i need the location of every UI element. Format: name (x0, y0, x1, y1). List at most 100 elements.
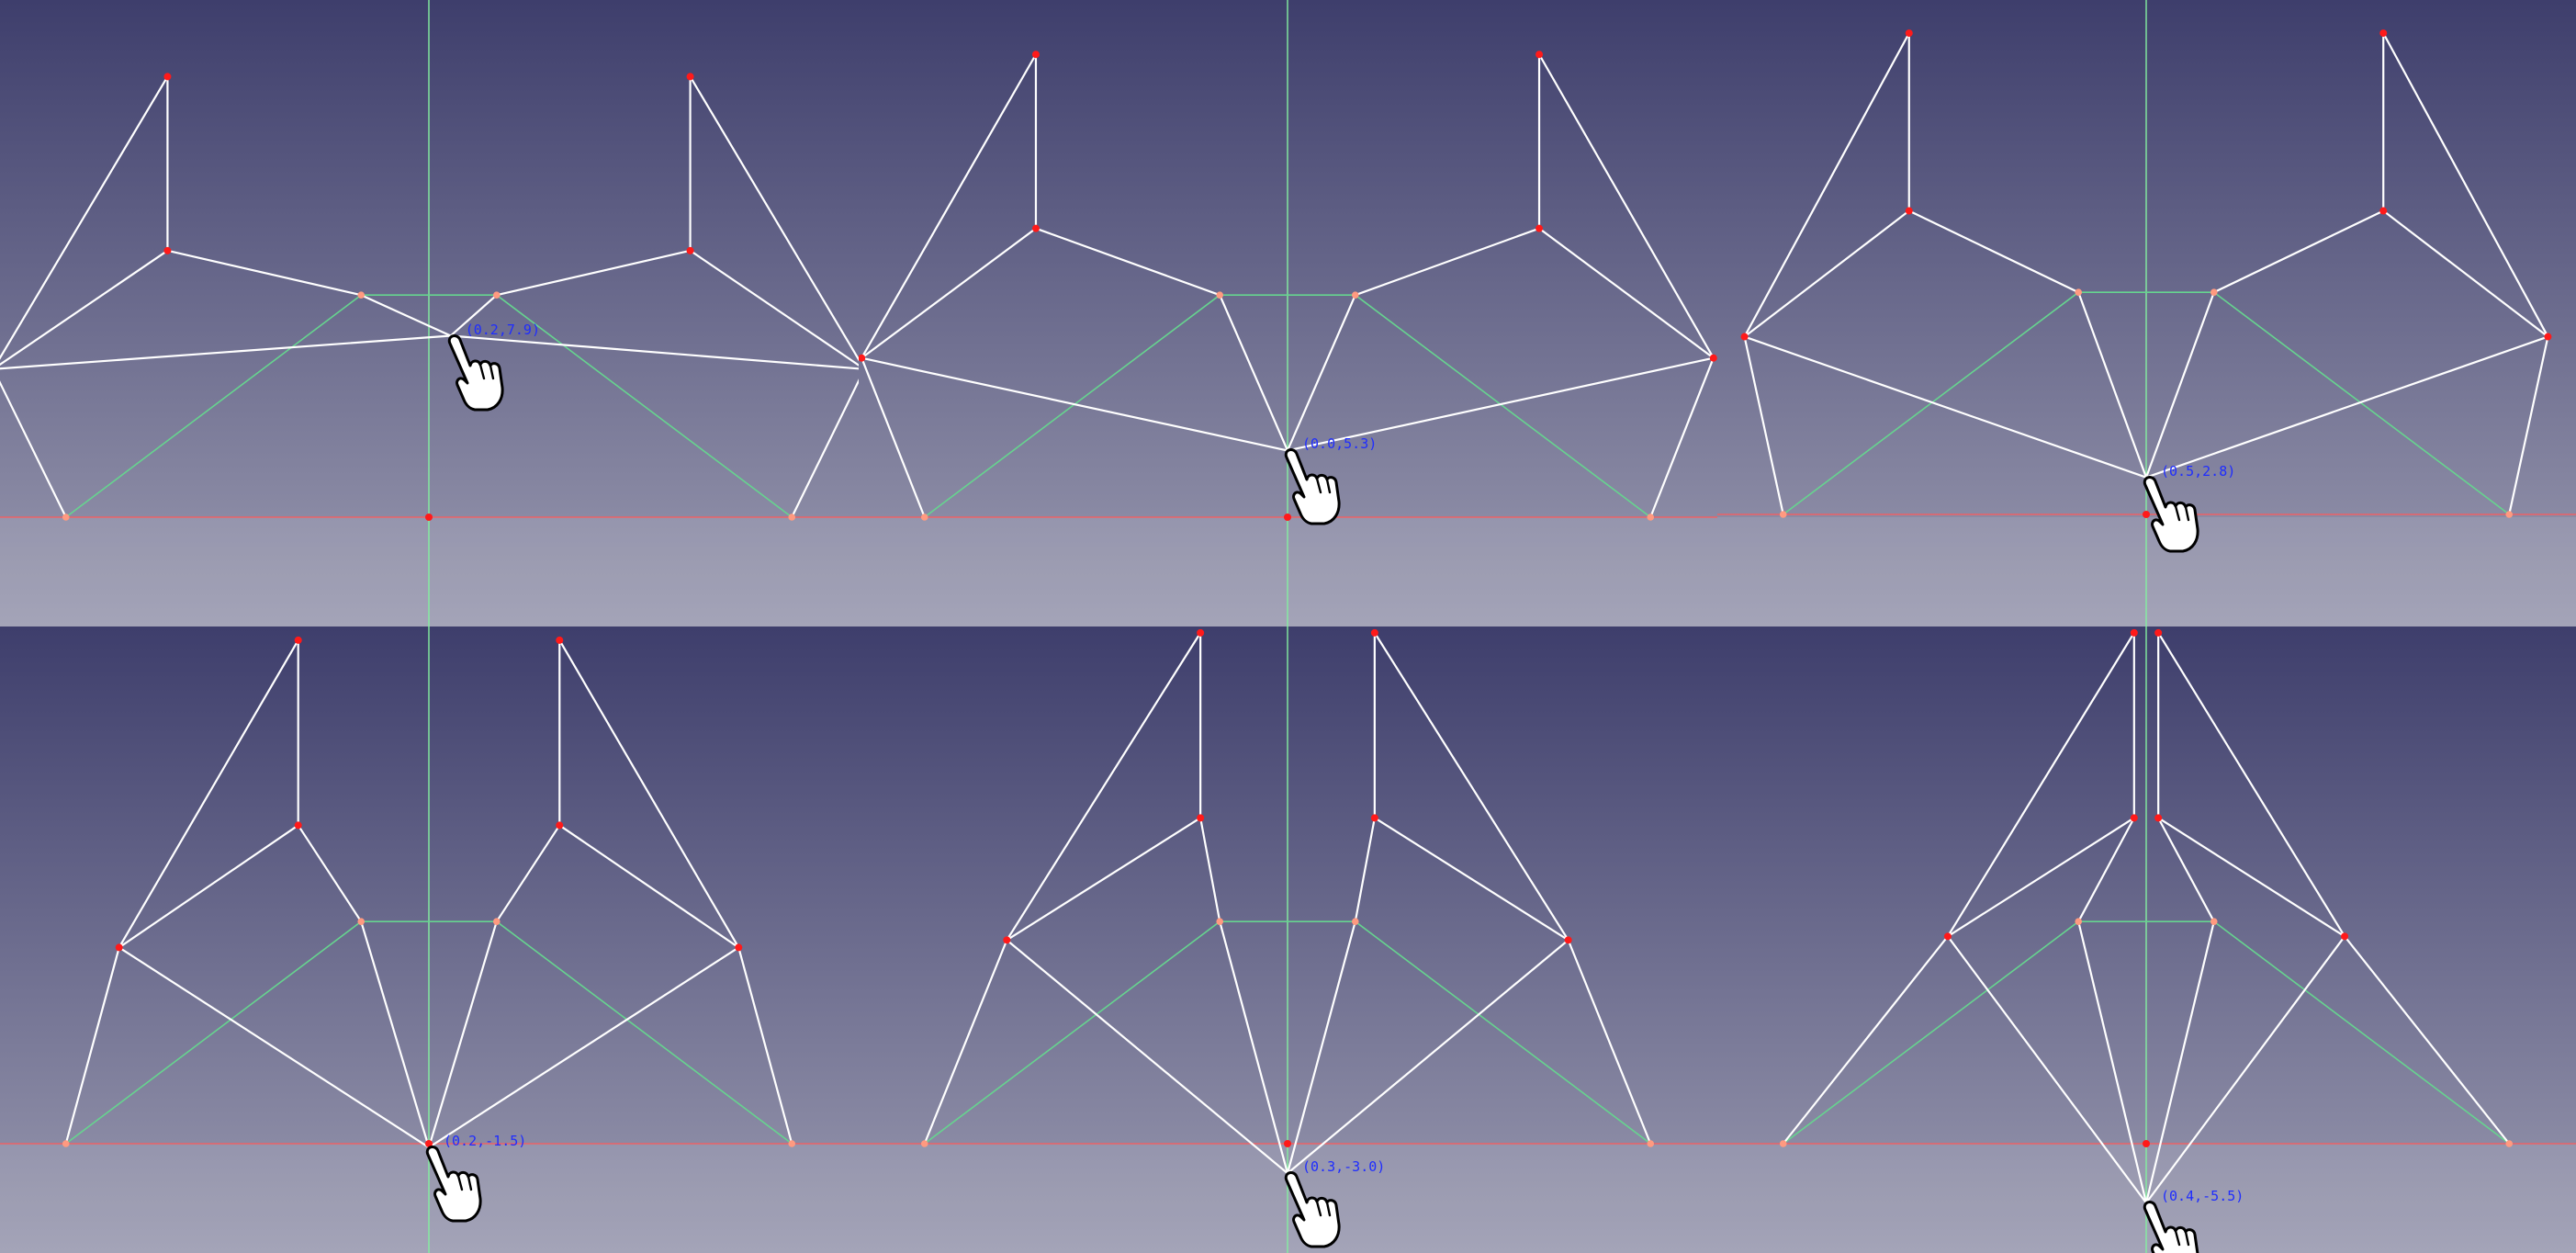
link-line[interactable] (1286, 920, 1356, 1175)
link-line[interactable] (2144, 291, 2215, 479)
sketch-canvas[interactable] (1717, 626, 2576, 1253)
joint-point[interactable] (2544, 333, 2552, 341)
link-line[interactable] (2144, 935, 2346, 1204)
construction-line[interactable] (1783, 291, 2079, 515)
link-line[interactable] (1286, 294, 1356, 452)
link-line[interactable] (861, 356, 1289, 452)
base-point[interactable] (2075, 288, 2083, 297)
link-line[interactable] (1373, 631, 1569, 942)
link-line[interactable] (861, 227, 1038, 359)
joint-point[interactable] (425, 1140, 433, 1147)
joint-point[interactable] (1031, 51, 1040, 59)
link-line[interactable] (1743, 335, 1784, 516)
link-line[interactable] (1373, 817, 1569, 942)
link-line[interactable] (0, 334, 452, 370)
base-point[interactable] (1779, 1140, 1787, 1147)
link-line[interactable] (1286, 356, 1715, 452)
base-point[interactable] (1351, 291, 1359, 299)
link-line[interactable] (360, 920, 431, 1149)
link-line[interactable] (297, 824, 363, 923)
link-line[interactable] (689, 249, 859, 369)
joint-point[interactable] (686, 246, 694, 254)
link-line[interactable] (64, 946, 120, 1146)
sketch-canvas[interactable] (0, 0, 859, 626)
joint-point[interactable] (1740, 333, 1749, 341)
link-line[interactable] (689, 75, 859, 368)
link-line[interactable] (558, 824, 740, 949)
joint-point[interactable] (2379, 207, 2388, 215)
construction-line[interactable] (496, 294, 793, 518)
base-point[interactable] (920, 1140, 928, 1147)
sketch-viewport-1[interactable]: (0.2,7.9) (0, 0, 859, 626)
joint-point[interactable] (1535, 224, 1544, 232)
link-line[interactable] (1743, 209, 1910, 338)
link-line[interactable] (2212, 209, 2385, 294)
joint-point[interactable] (1284, 514, 1291, 521)
link-line[interactable] (1006, 939, 1289, 1175)
link-line[interactable] (1946, 935, 2148, 1204)
base-point[interactable] (1216, 291, 1224, 299)
sketch-viewport-5[interactable]: (0.3,-3.0) (859, 626, 1717, 1253)
base-point[interactable] (357, 291, 366, 299)
joint-point[interactable] (1370, 628, 1378, 637)
base-point[interactable] (1647, 514, 1655, 521)
joint-point[interactable] (735, 943, 743, 952)
link-line[interactable] (495, 824, 561, 923)
link-line[interactable] (1219, 294, 1289, 452)
joint-point[interactable] (2143, 1140, 2150, 1147)
base-point[interactable] (1216, 918, 1224, 925)
construction-line[interactable] (924, 294, 1221, 518)
joint-point[interactable] (163, 246, 172, 254)
joint-point[interactable] (294, 636, 302, 644)
base-point[interactable] (492, 918, 501, 925)
joint-point[interactable] (2341, 932, 2349, 941)
link-line[interactable] (861, 356, 926, 519)
joint-point[interactable] (1943, 932, 1952, 941)
link-line[interactable] (2382, 31, 2549, 338)
joint-point[interactable] (2154, 814, 2163, 822)
base-point[interactable] (2505, 1140, 2514, 1147)
construction-line[interactable] (2213, 920, 2510, 1145)
link-line[interactable] (1354, 817, 1376, 923)
link-line[interactable] (1743, 31, 1910, 338)
link-line[interactable] (427, 920, 498, 1149)
base-point[interactable] (920, 514, 928, 521)
construction-line[interactable] (1355, 294, 1651, 518)
link-line[interactable] (495, 249, 692, 297)
joint-point[interactable] (686, 73, 694, 81)
link-line[interactable] (427, 946, 740, 1149)
joint-point[interactable] (556, 636, 564, 644)
base-point[interactable] (62, 514, 70, 521)
link-line[interactable] (1034, 227, 1221, 297)
link-line[interactable] (1567, 939, 1652, 1146)
joint-point[interactable] (1031, 224, 1040, 232)
base-point[interactable] (788, 514, 796, 521)
link-line[interactable] (118, 638, 299, 949)
link-line[interactable] (2157, 817, 2346, 938)
joint-point[interactable] (1197, 814, 1205, 822)
sketch-canvas[interactable] (1717, 0, 2576, 626)
joint-point[interactable] (1370, 814, 1378, 822)
joint-point[interactable] (1905, 207, 1913, 215)
construction-line[interactable] (1355, 920, 1651, 1145)
base-point[interactable] (1647, 1140, 1655, 1147)
link-line[interactable] (1537, 227, 1715, 359)
link-line[interactable] (1006, 631, 1202, 942)
link-line[interactable] (923, 939, 1008, 1146)
joint-point[interactable] (2143, 511, 2150, 518)
construction-line[interactable] (2213, 291, 2510, 515)
base-point[interactable] (2210, 288, 2218, 297)
construction-line[interactable] (65, 920, 362, 1145)
link-line[interactable] (449, 294, 498, 337)
link-line[interactable] (0, 249, 169, 369)
link-line[interactable] (2144, 920, 2215, 1204)
link-line[interactable] (1286, 939, 1569, 1175)
link-line[interactable] (1782, 935, 1950, 1146)
link-line[interactable] (360, 294, 452, 337)
link-line[interactable] (2077, 920, 2148, 1204)
sketch-viewport-3[interactable]: (0.5,2.8) (1717, 0, 2576, 626)
link-line[interactable] (2343, 935, 2511, 1146)
link-line[interactable] (166, 249, 363, 297)
joint-point[interactable] (1197, 628, 1205, 637)
link-line[interactable] (449, 334, 859, 370)
